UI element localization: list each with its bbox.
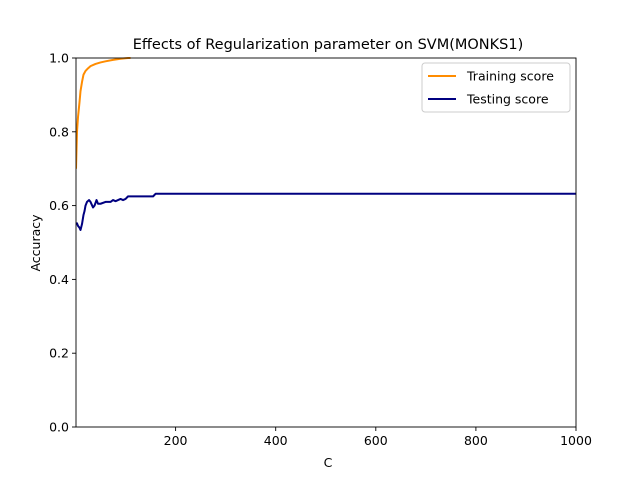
y-tick-label: 0.6 xyxy=(49,198,69,213)
plot-frame xyxy=(75,57,577,428)
x-tick-label: 1000 xyxy=(560,433,592,448)
x-tick-label: 600 xyxy=(364,433,388,448)
series-line-1 xyxy=(76,57,131,169)
y-tick-label: 0.2 xyxy=(49,346,69,361)
legend-label-1: Training score xyxy=(466,69,554,84)
series-line-2 xyxy=(76,192,576,231)
y-tick-label: 0.8 xyxy=(49,124,69,139)
legend-box xyxy=(421,62,571,113)
y-axis-label: Accuracy xyxy=(28,214,43,272)
x-axis-label: C xyxy=(324,455,333,470)
chart-title: Effects of Regularization parameter on S… xyxy=(133,37,524,53)
y-tick-label: 0.4 xyxy=(49,272,69,287)
x-tick-label: 800 xyxy=(464,433,488,448)
legend-label-2: Testing score xyxy=(466,92,549,107)
x-tick-label: 200 xyxy=(164,433,188,448)
y-tick-label: 1.0 xyxy=(49,51,69,66)
y-tick-label: 0.0 xyxy=(49,420,69,435)
x-tick-label: 400 xyxy=(264,433,288,448)
